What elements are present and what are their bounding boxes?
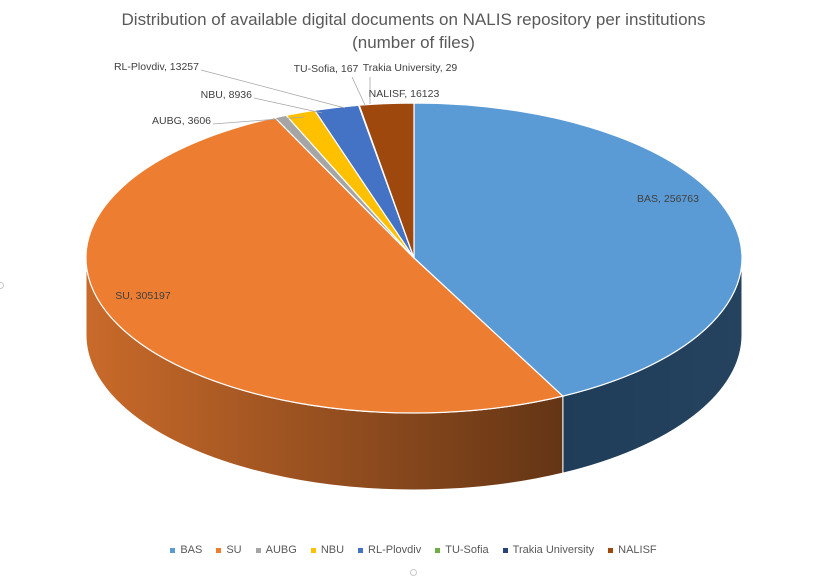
- legend-item-nbu[interactable]: NBU: [310, 544, 345, 556]
- legend-swatch-rl-plovdiv: [358, 547, 364, 553]
- data-label-nbu: NBU, 8936: [201, 89, 253, 101]
- legend-label-nbu: NBU: [320, 544, 345, 556]
- legend-swatch-su: [216, 547, 222, 553]
- pie-data-labels: BAS, 256763 SU, 305197 AUBG, 3606 NBU, 8936…: [114, 61, 699, 302]
- legend-swatch-nbu: [310, 547, 316, 553]
- legend-label-nalisf: NALISF: [618, 544, 657, 556]
- legend-swatch-trakia-university: [502, 547, 508, 553]
- data-label-rl-plovdiv: RL-Plovdiv, 13257: [114, 61, 199, 73]
- legend-swatch-aubg: [255, 547, 261, 553]
- legend-swatch-tu-sofia: [435, 547, 441, 553]
- chart-title-line-1: Distribution of available digital docume…: [121, 10, 706, 29]
- legend-label-su: SU: [226, 544, 242, 556]
- legend-swatch-bas: [170, 547, 176, 553]
- leader-line-nbu: [253, 97, 323, 114]
- data-label-tu-sofia: TU-Sofia, 167: [294, 63, 359, 75]
- legend-item-trakia-university[interactable]: Trakia University: [502, 544, 595, 556]
- leader-line-aubg: [212, 116, 305, 125]
- legend-label-bas: BAS: [180, 544, 203, 556]
- legend-swatch-nalisf: [608, 547, 614, 553]
- legend-item-aubg[interactable]: AUBG: [255, 544, 297, 556]
- legend-item-bas[interactable]: BAS: [170, 544, 202, 556]
- data-label-bas: BAS, 256763: [637, 193, 699, 205]
- pie-slice-nalisf[interactable]: [358, 102, 415, 259]
- legend-label-trakia-university: Trakia University: [512, 544, 595, 556]
- legend-item-su[interactable]: SU: [216, 544, 242, 556]
- chart-title: Distribution of available digital docume…: [0, 8, 827, 54]
- legend-item-tu-sofia[interactable]: TU-Sofia: [435, 544, 489, 556]
- data-label-nalisf: NALISF, 16123: [369, 88, 440, 100]
- data-label-aubg: AUBG, 3606: [152, 115, 211, 127]
- legend-item-nalisf[interactable]: NALISF: [608, 544, 657, 556]
- pie-top-slices: [85, 102, 743, 414]
- chart-border-handle-left[interactable]: [0, 282, 4, 289]
- leader-line-rl-plovdiv: [200, 69, 346, 109]
- legend-item-rl-plovdiv[interactable]: RL-Plovdiv: [358, 544, 421, 556]
- legend-label-aubg: AUBG: [265, 544, 297, 556]
- chart-title-line-2: (number of files): [352, 33, 475, 52]
- data-label-trakia-university: Trakia University, 29: [363, 62, 458, 74]
- pie-slice-bas[interactable]: [413, 102, 743, 397]
- pie-slice-su[interactable]: [85, 116, 565, 414]
- leader-line-tu-sofia: [351, 76, 366, 106]
- data-label-su: SU, 305197: [115, 290, 171, 302]
- legend-label-tu-sofia: TU-Sofia: [445, 544, 489, 556]
- chart-legend: BAS SU AUBG NBU RL-Plovdiv TU-Sofia Trakia Uni…: [0, 544, 827, 556]
- legend-label-rl-plovdiv: RL-Plovdiv: [368, 544, 422, 556]
